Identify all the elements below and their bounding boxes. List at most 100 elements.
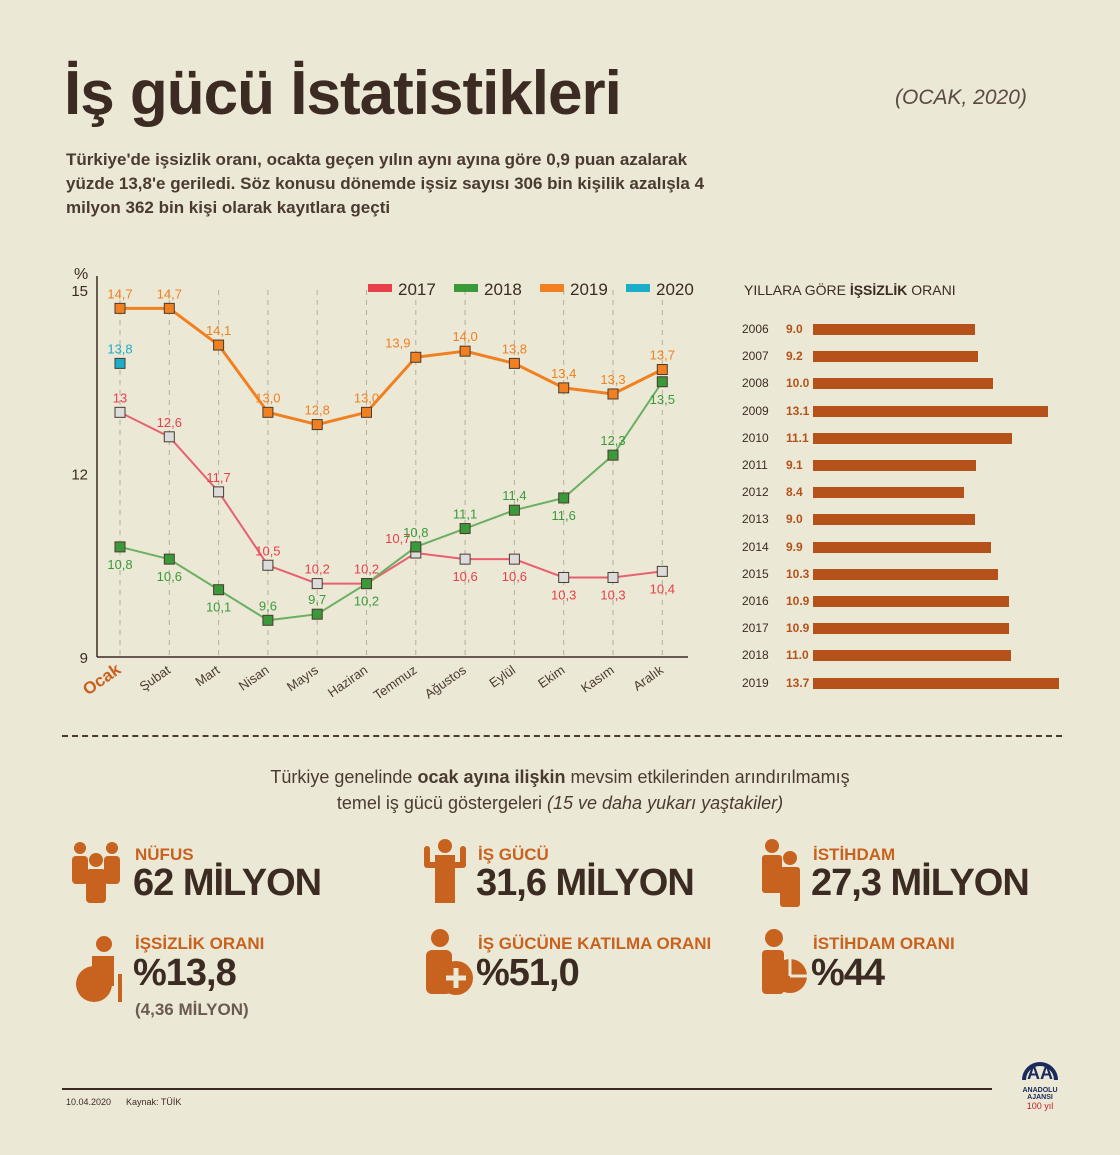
data-point-2018 (459, 523, 471, 535)
stat-sub-unemployed-count: (4,36 MİLYON) (135, 1000, 249, 1019)
period-label: (OCAK, 2020) (895, 86, 1027, 109)
section-text-italic: (15 ve daha yukarı yaştakiler) (547, 793, 784, 813)
legend-label-2019: 2019 (570, 280, 608, 299)
bar-2013 (813, 514, 975, 526)
lead-text: Türkiye'de işsizlik oranı, ocakta geçen … (66, 150, 705, 217)
data-label-2017: 10,3 (600, 587, 625, 602)
x-tick-label: Temmuz (371, 662, 420, 702)
data-label-2018: 11,1 (453, 507, 477, 522)
data-label-2018: 10,8 (403, 525, 428, 540)
stat-label-employment: İSTİHDAM (813, 845, 896, 864)
data-point-2017 (607, 571, 619, 583)
data-label-2018: 10,6 (157, 569, 182, 584)
bar-value-label: 10.9 (786, 594, 810, 608)
bar-2015 (813, 568, 998, 580)
data-label-2017: 10,2 (354, 562, 379, 577)
x-tick-label: Mayıs (284, 662, 321, 694)
data-point-2019 (410, 351, 422, 363)
data-point-2019 (361, 406, 372, 418)
data-point-2020 (114, 357, 126, 369)
x-tick-label: Eylül (486, 662, 518, 691)
workforce-icon (424, 839, 466, 903)
data-point-2018 (311, 608, 323, 620)
data-label-2017: 10,4 (650, 581, 675, 596)
data-point-2017 (459, 553, 471, 565)
data-point-2017 (114, 406, 126, 418)
data-label-2019: 13,0 (354, 390, 379, 405)
data-label-2019: 13,9 (385, 335, 410, 350)
data-point-2019 (558, 382, 570, 394)
bar-2017 (813, 623, 1009, 635)
bar-2012 (813, 487, 964, 499)
bar-2014 (813, 541, 991, 553)
page-title: İş gücü İstatistikleri (64, 59, 622, 128)
y-tick-label: 15 (71, 283, 88, 300)
data-label-2017: 12,6 (157, 415, 182, 430)
data-point-2017 (508, 553, 520, 565)
data-label-2017: 10,7 (385, 531, 410, 546)
series-line-2017 (119, 411, 663, 585)
data-label-2019: 13,8 (502, 341, 527, 356)
bar-year-label: 2009 (742, 403, 769, 418)
svg-text:AA: AA (1027, 1063, 1053, 1082)
bar-value-label: 9.0 (786, 512, 803, 527)
stat-value-workforce: 31,6 MİLYON (476, 862, 695, 904)
data-label-2019: 13,7 (650, 348, 675, 363)
data-label-2019: 13,3 (600, 372, 625, 387)
data-label-2018: 9,6 (259, 598, 277, 613)
data-point-2019 (656, 364, 668, 376)
anadolu-agency-logo: AA ANADOLU AJANSI 100 yıl (1010, 1048, 1070, 1111)
bar-value-label: 9.2 (786, 349, 803, 364)
data-point-2018 (656, 376, 668, 388)
bar-title-suffix: ORANI (907, 282, 956, 298)
y-tick-label: 12 (71, 467, 88, 484)
data-label-2017: 10,5 (255, 543, 280, 558)
data-label-2018: 12,3 (600, 433, 625, 448)
bar-value-label: 11.1 (786, 430, 809, 445)
x-tick-label: Şubat (137, 662, 174, 694)
data-label-2017: 10,6 (502, 569, 527, 584)
data-label-2018: 10,8 (107, 557, 132, 572)
bar-value-label: 10.0 (786, 376, 810, 391)
series-line-2018 (119, 381, 664, 622)
stat-value-employment-rate: %44 (811, 952, 885, 994)
data-point-2018 (163, 553, 175, 565)
section-text-1: Türkiye genelinde (270, 767, 418, 787)
data-label-2018: 10,2 (354, 594, 379, 609)
data-point-2019 (163, 302, 175, 314)
bar-2007 (813, 351, 979, 363)
data-label-2019: 14,7 (157, 286, 182, 301)
bar-2018 (813, 650, 1011, 662)
section-heading: Türkiye genelinde ocak ayına ilişkin mev… (0, 764, 1120, 816)
section-text-2: mevsim etkilerinden arındırılmamış (565, 767, 850, 787)
data-point-2018 (558, 492, 570, 504)
data-point-2018 (410, 541, 422, 553)
data-label-2017: 13 (113, 390, 127, 405)
bar-2009 (813, 405, 1049, 417)
stat-label-unemployment-rate: İŞSİZLİK ORANI (135, 934, 265, 953)
x-tick-label: Nisan (236, 662, 272, 693)
stat-label-workforce: İŞ GÜCÜ (478, 845, 549, 864)
bar-2010 (813, 432, 1013, 444)
data-label-2017: 10,3 (551, 587, 576, 602)
bar-year-label: 2011 (742, 458, 768, 472)
series-line-2019 (120, 306, 663, 427)
employment-icon (762, 839, 800, 907)
data-label-2019: 13,4 (551, 366, 576, 381)
data-label-2018: 11,6 (552, 508, 576, 523)
data-label-2017: 11,7 (206, 470, 230, 485)
bar-year-label: 2006 (742, 322, 769, 336)
footer-date: 10.04.2020 (66, 1097, 112, 1107)
bar-2016 (813, 596, 1009, 607)
stat-value-employment: 27,3 MİLYON (811, 862, 1030, 904)
stat-value-population: 62 MİLYON (133, 862, 322, 904)
data-label-2019: 14,7 (107, 286, 132, 301)
data-label-2019: 12,8 (305, 403, 330, 418)
data-label-2019: 14,1 (206, 323, 231, 338)
bar-year-label: 2012 (742, 485, 769, 500)
data-point-2019 (459, 345, 471, 357)
bar-value-label: 11.0 (786, 648, 809, 663)
population-icon (72, 842, 120, 903)
legend-label-2020: 2020 (656, 280, 694, 299)
